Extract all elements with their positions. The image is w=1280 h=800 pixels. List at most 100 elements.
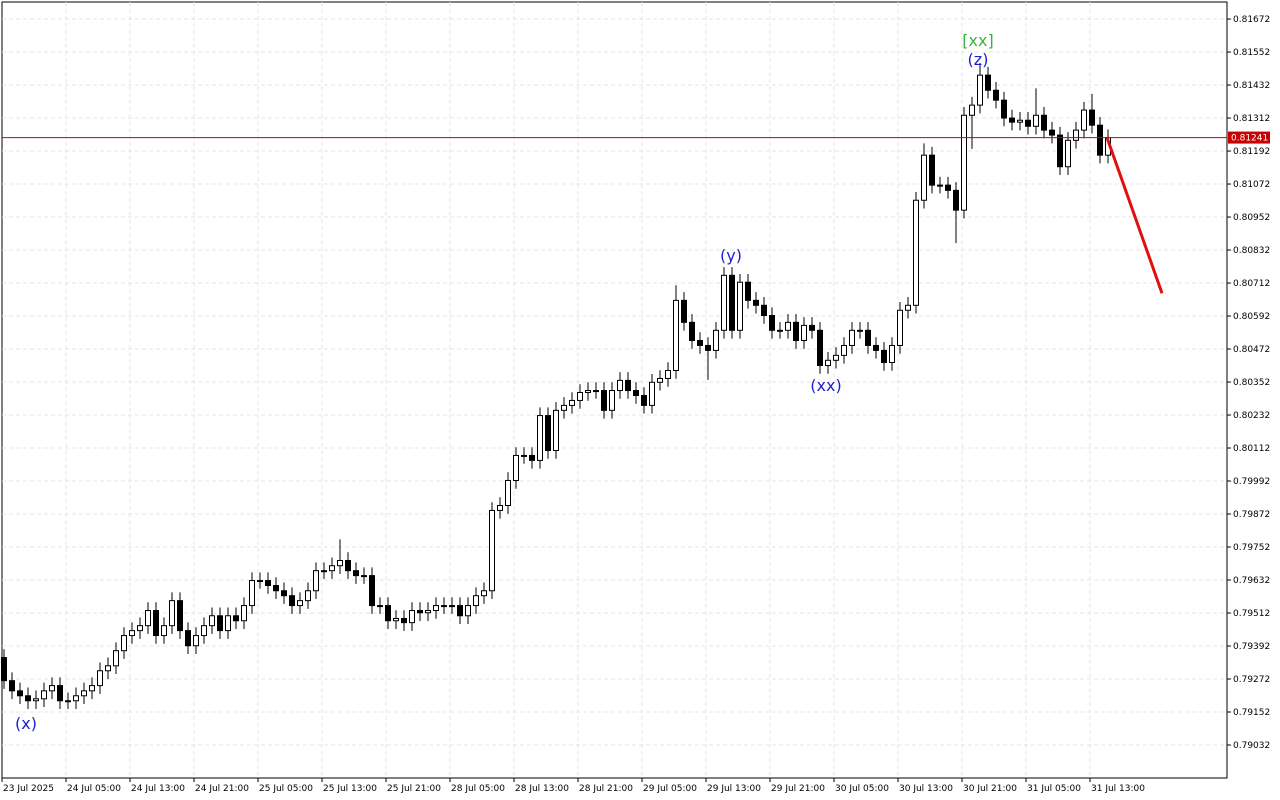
candle-body: [553, 409, 559, 451]
y-tick-label: 0.80472: [1233, 345, 1270, 355]
candle-body: [257, 580, 263, 583]
candle-body: [289, 595, 295, 607]
candle-body: [761, 304, 767, 316]
candle-body: [897, 309, 903, 346]
candle-body: [793, 321, 799, 342]
candle-body: [593, 390, 599, 393]
candle-body: [513, 454, 519, 481]
y-tick-label: 0.80592: [1233, 312, 1270, 322]
candle-body: [177, 600, 183, 632]
y-tick-label: 0.79272: [1233, 675, 1270, 685]
candle-body: [737, 281, 743, 331]
candle-body: [385, 605, 391, 622]
candle-body: [697, 340, 703, 346]
y-tick-label: 0.79032: [1233, 741, 1270, 751]
candle-body: [1, 657, 7, 682]
candle-body: [993, 89, 999, 101]
candle-body: [129, 630, 135, 637]
x-tick-label: 31 Jul 05:00: [1027, 784, 1081, 794]
x-tick-label: 25 Jul 21:00: [387, 784, 441, 794]
candle-body: [249, 580, 255, 607]
candle-body: [641, 394, 647, 406]
candle-body: [1001, 99, 1007, 119]
candle-body: [457, 605, 463, 617]
candle-body: [753, 299, 759, 306]
x-tick-label: 29 Jul 13:00: [707, 784, 761, 794]
candle-body: [241, 605, 247, 622]
candle-body: [609, 390, 615, 411]
candle-body: [665, 369, 671, 379]
y-tick-label: 0.81192: [1233, 147, 1270, 157]
candle-body: [361, 575, 367, 578]
candle-body: [401, 618, 407, 624]
candle-body: [873, 344, 879, 351]
candle-body: [121, 635, 127, 652]
candle-body: [881, 349, 887, 364]
candle-body: [201, 625, 207, 637]
forecast-line: [1105, 137, 1164, 294]
candle-body: [1057, 134, 1063, 168]
candle-body: [729, 274, 735, 331]
candle-body: [945, 184, 951, 191]
candle-body: [1065, 139, 1071, 168]
candle-body: [1025, 119, 1031, 127]
candle-body: [657, 377, 663, 383]
candle-body: [673, 299, 679, 371]
y-tick-label: 0.79872: [1233, 510, 1270, 520]
candle-body: [569, 399, 575, 406]
candle-body: [225, 615, 231, 632]
candle-body: [705, 344, 711, 351]
y-tick-label: 0.79512: [1233, 609, 1270, 619]
candle-body: [265, 580, 271, 587]
x-tick-label: 24 Jul 21:00: [195, 784, 249, 794]
candle-body: [849, 329, 855, 346]
y-tick-label: 0.80232: [1233, 411, 1270, 421]
x-tick-label: 29 Jul 05:00: [643, 784, 697, 794]
candle-body: [681, 299, 687, 323]
candle-body: [497, 504, 503, 511]
candle-body: [9, 680, 15, 692]
candle-body: [313, 570, 319, 592]
candle-body: [169, 600, 175, 627]
y-tick-label: 0.81432: [1233, 81, 1270, 91]
candle-body: [193, 635, 199, 647]
candle-body: [217, 615, 223, 632]
y-tick-label: 0.81072: [1233, 180, 1270, 190]
candle-body: [625, 379, 631, 392]
candle-body: [1041, 114, 1047, 131]
candle-body: [505, 479, 511, 506]
candle-body: [617, 379, 623, 392]
wave-label: (z): [968, 50, 989, 69]
candle-body: [585, 390, 591, 393]
y-tick-label: 0.80952: [1233, 213, 1270, 223]
candle-body: [721, 274, 727, 331]
candle-body: [393, 618, 399, 622]
x-tick-label: 23 Jul 2025: [3, 784, 54, 794]
x-tick-label: 30 Jul 21:00: [963, 784, 1017, 794]
candle-body: [345, 559, 351, 572]
x-tick-label: 29 Jul 21:00: [771, 784, 825, 794]
candle-body: [49, 685, 55, 692]
candle-body: [857, 329, 863, 332]
candle-body: [153, 610, 159, 637]
candle-body: [1073, 129, 1079, 141]
candle-body: [913, 199, 919, 306]
candle-body: [465, 605, 471, 617]
candle-body: [809, 324, 815, 331]
candle-body: [537, 415, 543, 461]
y-tick-label: 0.80352: [1233, 378, 1270, 388]
candle-body: [481, 590, 487, 597]
candle-body: [833, 354, 839, 361]
candle-body: [441, 605, 447, 608]
x-tick-label: 25 Jul 13:00: [323, 784, 377, 794]
candle-body: [825, 359, 831, 367]
wave-label: (x): [15, 714, 37, 733]
candle-body: [73, 695, 79, 702]
candle-body: [801, 324, 807, 342]
candle-body: [529, 454, 535, 461]
candle-body: [577, 391, 583, 401]
candle-body: [921, 154, 927, 201]
candle-body: [649, 381, 655, 406]
wave-label: (xx): [810, 376, 841, 395]
